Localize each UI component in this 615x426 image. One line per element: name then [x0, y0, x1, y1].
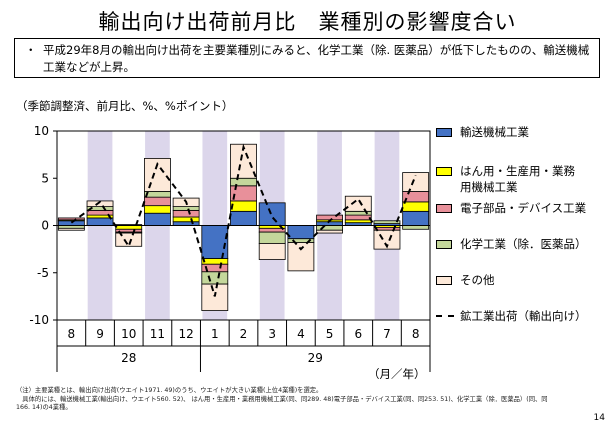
y-tick-label--10: -10 [29, 313, 49, 327]
legend-label-transport: 輸送機械工業 [460, 125, 529, 139]
x-tick-label-6: 2 [240, 327, 248, 341]
bar-segment-s2-c9 [316, 214, 343, 221]
x-year-label-1: 29 [308, 351, 323, 365]
bar-segment-s4-c5 [201, 283, 229, 311]
x-tick-label-5: 1 [211, 327, 219, 341]
bar-segment-s0-c9 [316, 221, 343, 226]
x-tick-label-12: 8 [412, 327, 420, 341]
bar-segment-s3-c11 [373, 220, 401, 225]
page-number: 14 [593, 413, 605, 423]
bar-segment-s3-c6 [230, 177, 257, 187]
legend-swatch-transport [436, 128, 452, 137]
footnote-line-1: （注）主要業種とは、輸出向け出荷(ウエイト1971. 49)のうち、ウエイトが大… [16, 387, 323, 394]
legend-swatch-machinery [436, 167, 452, 176]
legend-label-other: その他 [460, 273, 495, 287]
x-tick-label-0: 8 [68, 327, 76, 341]
bar-segment-s3-c4 [172, 206, 200, 211]
legend-label-machinery: はん用・生産用・業務用機械工業 [460, 164, 575, 194]
bar-segment-s4-c2 [115, 232, 143, 247]
x-tick-label-3: 11 [150, 327, 165, 341]
y-tick-label-10: 10 [34, 124, 49, 138]
bar-segment-s0-c3 [144, 212, 171, 226]
legend-dash-total [436, 315, 454, 317]
y-tick-label--5: -5 [37, 266, 49, 280]
bar-segment-s0-c1 [86, 217, 114, 226]
x-year-label-0: 28 [121, 351, 136, 365]
footnote-line-2: 具体的には、輸送機械工業(輸出向け、ウエイト560. 52)、 はん用・生産用・… [16, 395, 548, 403]
bar-segment-s2-c10 [344, 214, 372, 221]
legend-label-electronics: 電子部品・デバイス工業 [460, 201, 587, 215]
page-title: 輸出向け出荷前月比 業種別の影響度合い [98, 10, 517, 34]
bar-segment-s4-c9 [316, 229, 343, 234]
bar-segment-s4-c10 [344, 195, 372, 212]
x-tick-label-10: 6 [354, 327, 362, 341]
unit-label: （季節調整済、前月比、%、%ポイント） [16, 99, 234, 113]
bar-segment-s1-c2 [115, 225, 143, 230]
summary-text: 平成29年8月の輸出向け出荷を主要業種別にみると、化学工業（除. 医薬品）が低下… [43, 43, 590, 74]
x-tick-label-1: 9 [96, 327, 104, 341]
bar-segment-s1-c5 [201, 258, 229, 265]
bar-segment-s3-c7 [258, 231, 286, 244]
bar-segment-s4-c7 [258, 243, 286, 260]
bar-segment-s4-c0 [57, 227, 85, 231]
bar-segment-s3-c12 [402, 225, 430, 230]
summary-box: ・ 平成29年8月の輸出向け出荷を主要業種別にみると、化学工業（除. 医薬品）が… [14, 38, 600, 78]
x-tick-label-8: 4 [297, 327, 305, 341]
x-tick-label-7: 3 [268, 327, 276, 341]
bar-segment-s0-c8 [287, 225, 315, 240]
bar-segment-s1-c6 [230, 200, 257, 212]
bar-segment-s0-c4 [172, 221, 200, 226]
bar-segment-s2-c3 [144, 196, 171, 207]
bar-segment-s0-c6 [230, 210, 257, 226]
bar-segment-s4-c8 [287, 242, 315, 272]
legend-label-chemical: 化学工業（除．医薬品） [460, 237, 587, 251]
legend-swatch-other [436, 276, 452, 285]
bar-segment-s0-c12 [402, 210, 430, 226]
x-unit-label: （月／年） [368, 367, 426, 381]
bar-segment-s0-c7 [258, 202, 286, 226]
footnote-line-3: 166. 14)の4業種。 [16, 404, 72, 411]
x-tick-label-9: 5 [326, 327, 334, 341]
bar-segment-s2-c7 [258, 227, 286, 233]
bar-segment-s2-c0 [57, 217, 85, 221]
legend-swatch-chemical [436, 240, 452, 249]
x-tick-label-11: 7 [383, 327, 391, 341]
bar-segment-s2-c4 [172, 209, 200, 218]
bar-segment-s1-c3 [144, 205, 171, 214]
total-line-series [70, 143, 417, 297]
y-tick-label-0: 0 [41, 219, 49, 233]
y-tick-label-5: 5 [41, 171, 49, 185]
x-tick-label-4: 12 [178, 327, 193, 341]
x-tick-label-2: 10 [121, 327, 136, 341]
bar-segment-s1-c10 [344, 219, 372, 224]
summary-bullet: ・ [25, 43, 37, 57]
bar-segment-s4-c12 [402, 172, 430, 192]
bar-segment-s3-c5 [201, 271, 229, 285]
legend-label-total: 鉱工業出荷（輸出向け） [460, 309, 587, 323]
bar-segment-s1-c12 [402, 201, 430, 212]
legend-swatch-electronics [436, 204, 452, 213]
bar-segment-s1-c4 [172, 216, 200, 223]
footnote: （注）主要業種とは、輸出向け出荷(ウエイト1971. 49)のうち、ウエイトが大… [16, 387, 576, 413]
